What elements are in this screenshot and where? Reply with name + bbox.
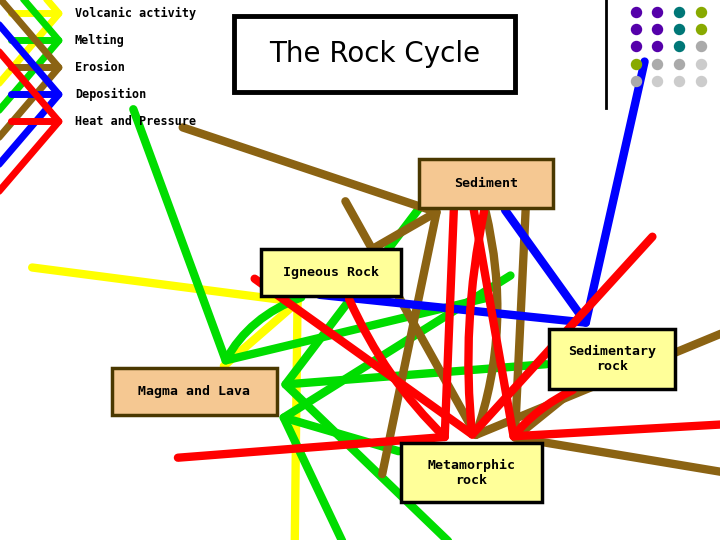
FancyArrowPatch shape [286,171,546,540]
FancyArrowPatch shape [133,109,486,360]
FancyBboxPatch shape [402,443,541,502]
Point [652,25,663,33]
Point [695,59,706,68]
FancyArrowPatch shape [284,275,510,540]
FancyArrowPatch shape [467,173,720,436]
FancyArrowPatch shape [183,127,436,474]
Point [695,8,706,16]
Text: Sediment: Sediment [454,177,518,190]
Text: Deposition: Deposition [75,88,146,101]
FancyArrowPatch shape [0,0,59,221]
Point [673,25,685,33]
Text: Sedimentary
rock: Sedimentary rock [568,345,656,373]
FancyBboxPatch shape [261,249,402,296]
Point [630,25,642,33]
Point [630,77,642,85]
FancyArrowPatch shape [255,211,652,435]
Point [673,59,685,68]
FancyArrowPatch shape [0,0,59,167]
FancyArrowPatch shape [178,170,456,458]
Point [695,25,706,33]
FancyBboxPatch shape [549,329,675,389]
Point [673,8,685,16]
FancyArrowPatch shape [0,0,59,248]
Point [630,8,642,16]
FancyBboxPatch shape [112,368,277,415]
Point [630,42,642,51]
Text: Magma and Lava: Magma and Lava [138,385,251,398]
Point [695,42,706,51]
FancyArrowPatch shape [32,267,297,540]
Text: Melting: Melting [75,34,125,47]
FancyArrowPatch shape [320,62,644,322]
Text: Metamorphic
rock: Metamorphic rock [428,458,516,487]
FancyArrowPatch shape [0,0,59,194]
Text: Volcanic activity: Volcanic activity [75,7,196,20]
Point [673,77,685,85]
FancyBboxPatch shape [419,159,553,208]
Point [673,42,685,51]
Text: Heat and Pressure: Heat and Pressure [75,115,196,128]
FancyArrowPatch shape [515,170,720,482]
FancyArrowPatch shape [0,0,59,140]
Point [652,59,663,68]
FancyArrowPatch shape [346,201,720,435]
Point [652,8,663,16]
Point [652,42,663,51]
FancyBboxPatch shape [234,16,515,92]
Point [652,77,663,85]
Point [695,77,706,85]
Text: The Rock Cycle: The Rock Cycle [269,40,480,68]
Text: Erosion: Erosion [75,61,125,74]
Point [630,59,642,68]
Text: Igneous Rock: Igneous Rock [283,266,379,279]
